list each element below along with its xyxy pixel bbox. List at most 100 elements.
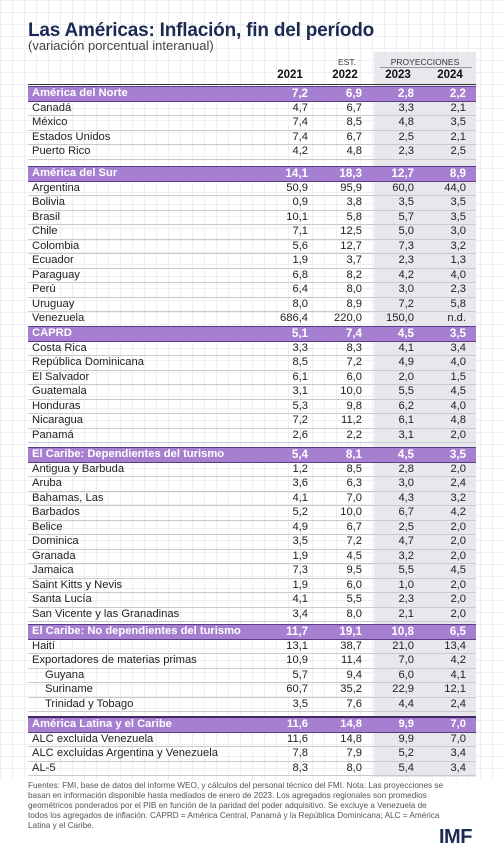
value-cell: 7,4: [318, 326, 372, 342]
year-2023: 2023: [385, 69, 411, 81]
table-row: ALC excluida Venezuela 11,6 14,8 9,9 7,0: [28, 732, 476, 747]
year-2022: 2022: [332, 69, 358, 81]
value-cell: 7,6: [318, 697, 372, 712]
value-cell: 2,8: [372, 86, 424, 102]
value-cell: 7,1: [264, 224, 318, 240]
table-row: Dominica 3,5 7,2 4,7 2,0: [28, 534, 476, 550]
region-row: CAPRD 5,1 7,4 4,5 3,5: [28, 326, 476, 342]
value-cell: 11,7: [264, 624, 318, 640]
value-cell: 7,0: [424, 732, 476, 747]
value-cell: 6,8: [264, 268, 318, 283]
value-cell: 4,5: [424, 384, 476, 400]
value-cell: 6,1: [372, 413, 424, 429]
value-cell: 1,9: [264, 578, 318, 593]
table-row: Paraguay 6,8 8,2 4,2 4,0: [28, 268, 476, 283]
country-name: Saint Kitts y Nevis: [28, 578, 264, 593]
table-row: Granada 1,9 4,5 3,2 2,0: [28, 549, 476, 564]
value-cell: 2,5: [424, 144, 476, 160]
table-row: Saint Kitts y Nevis 1,9 6,0 1,0 2,0: [28, 578, 476, 593]
value-cell: 5,5: [318, 592, 372, 608]
imf-logo: IMF: [439, 826, 472, 848]
value-cell: 11,2: [318, 413, 372, 429]
table-row: Uruguay 8,0 8,9 7,2 5,8: [28, 297, 476, 312]
table-row: Haití 13,1 38,7 21,0 13,4: [28, 639, 476, 654]
country-name: Belice: [28, 520, 264, 535]
country-name: Nicaragua: [28, 413, 264, 429]
country-name: Brasil: [28, 210, 264, 225]
value-cell: 6,0: [318, 578, 372, 593]
value-cell: 4,1: [264, 592, 318, 608]
value-cell: 4,2: [424, 653, 476, 669]
section-table: América del Sur 14,1 18,3 12,7 8,9 Argentina 5…: [28, 166, 476, 327]
est-label: EST.: [338, 57, 356, 67]
region-name: América Latina y el Caribe: [28, 716, 264, 733]
value-cell: 3,2: [424, 491, 476, 506]
region-row: América del Sur 14,1 18,3 12,7 8,9: [28, 166, 476, 182]
value-cell: 3,5: [372, 195, 424, 211]
value-cell: 7,2: [264, 86, 318, 102]
value-cell: 1,5: [424, 370, 476, 385]
table-row: ALC excluidas Argentina y Venezuela 7,8 7,…: [28, 746, 476, 762]
country-name: Guatemala: [28, 384, 264, 400]
region-name: América del Norte: [28, 86, 264, 102]
value-cell: 21,0: [372, 639, 424, 654]
table-row: Guyana 5,7 9,4 6,0 4,1: [28, 668, 476, 683]
value-cell: 13,4: [424, 639, 476, 654]
value-cell: 5,0: [372, 224, 424, 240]
value-cell: 10,1: [264, 210, 318, 225]
value-cell: 2,0: [424, 607, 476, 622]
value-cell: 3,5: [424, 447, 476, 463]
value-cell: 18,3: [318, 166, 372, 182]
footnote: Fuentes: FMI, base de datos del informe …: [28, 781, 444, 830]
value-cell: 8,3: [264, 761, 318, 776]
value-cell: 5,5: [372, 384, 424, 400]
value-cell: 4,7: [264, 101, 318, 116]
value-cell: 4,8: [318, 144, 372, 160]
year-2024: 2024: [437, 69, 463, 81]
value-cell: 2,0: [424, 534, 476, 550]
value-cell: 4,4: [372, 697, 424, 712]
page-subtitle: (variación porcentual interanual): [28, 38, 214, 53]
value-cell: 6,3: [318, 476, 372, 492]
total-row: América Latina y el Caribe 11,6 14,8 9,9 7,0: [28, 716, 476, 733]
value-cell: 5,2: [264, 505, 318, 521]
value-cell: 5,8: [318, 210, 372, 225]
section-table: América del Norte 7,2 6,9 2,8 2,2 Canadá 4,7 6,…: [28, 86, 476, 160]
value-cell: 5,8: [424, 297, 476, 312]
value-cell: 5,3: [264, 399, 318, 414]
country-name: Panamá: [28, 428, 264, 443]
value-cell: 5,4: [264, 447, 318, 463]
country-name: Costa Rica: [28, 341, 264, 356]
value-cell: 44,0: [424, 181, 476, 196]
value-cell: 6,2: [372, 399, 424, 414]
value-cell: 2,0: [424, 428, 476, 443]
page-title: Las Américas: Inflación, fin del período: [28, 20, 375, 41]
value-cell: 11,6: [264, 716, 318, 733]
value-cell: 6,5: [424, 624, 476, 640]
value-cell: 7,9: [318, 746, 372, 762]
country-name: Argentina: [28, 181, 264, 196]
value-cell: 2,0: [424, 592, 476, 608]
value-cell: 3,0: [372, 282, 424, 298]
value-cell: 6,7: [318, 101, 372, 116]
value-cell: 22,9: [372, 682, 424, 698]
header-rule: [28, 84, 476, 85]
country-name: San Vicente y las Granadinas: [28, 607, 264, 622]
table-row: Trinidad y Tobago 3,5 7,6 4,4 2,4: [28, 697, 476, 712]
table-row: Venezuela 686,4 220,0 150,0 n.d.: [28, 311, 476, 327]
section-table: América Latina y el Caribe 11,6 14,8 9,9 7,0…: [28, 716, 476, 776]
table-row: México 7,4 8,5 4,8 3,5: [28, 115, 476, 131]
value-cell: 3,5: [264, 697, 318, 712]
value-cell: 6,0: [372, 668, 424, 683]
value-cell: 8,9: [424, 166, 476, 182]
country-name: Dominica: [28, 534, 264, 550]
value-cell: 7,4: [264, 130, 318, 145]
value-cell: 4,1: [424, 668, 476, 683]
value-cell: 686,4: [264, 311, 318, 327]
value-cell: 8,2: [318, 268, 372, 283]
value-cell: 10,8: [372, 624, 424, 640]
region-name: América del Sur: [28, 166, 264, 182]
value-cell: 2,4: [424, 697, 476, 712]
value-cell: 3,5: [424, 210, 476, 225]
value-cell: 2,0: [372, 370, 424, 385]
